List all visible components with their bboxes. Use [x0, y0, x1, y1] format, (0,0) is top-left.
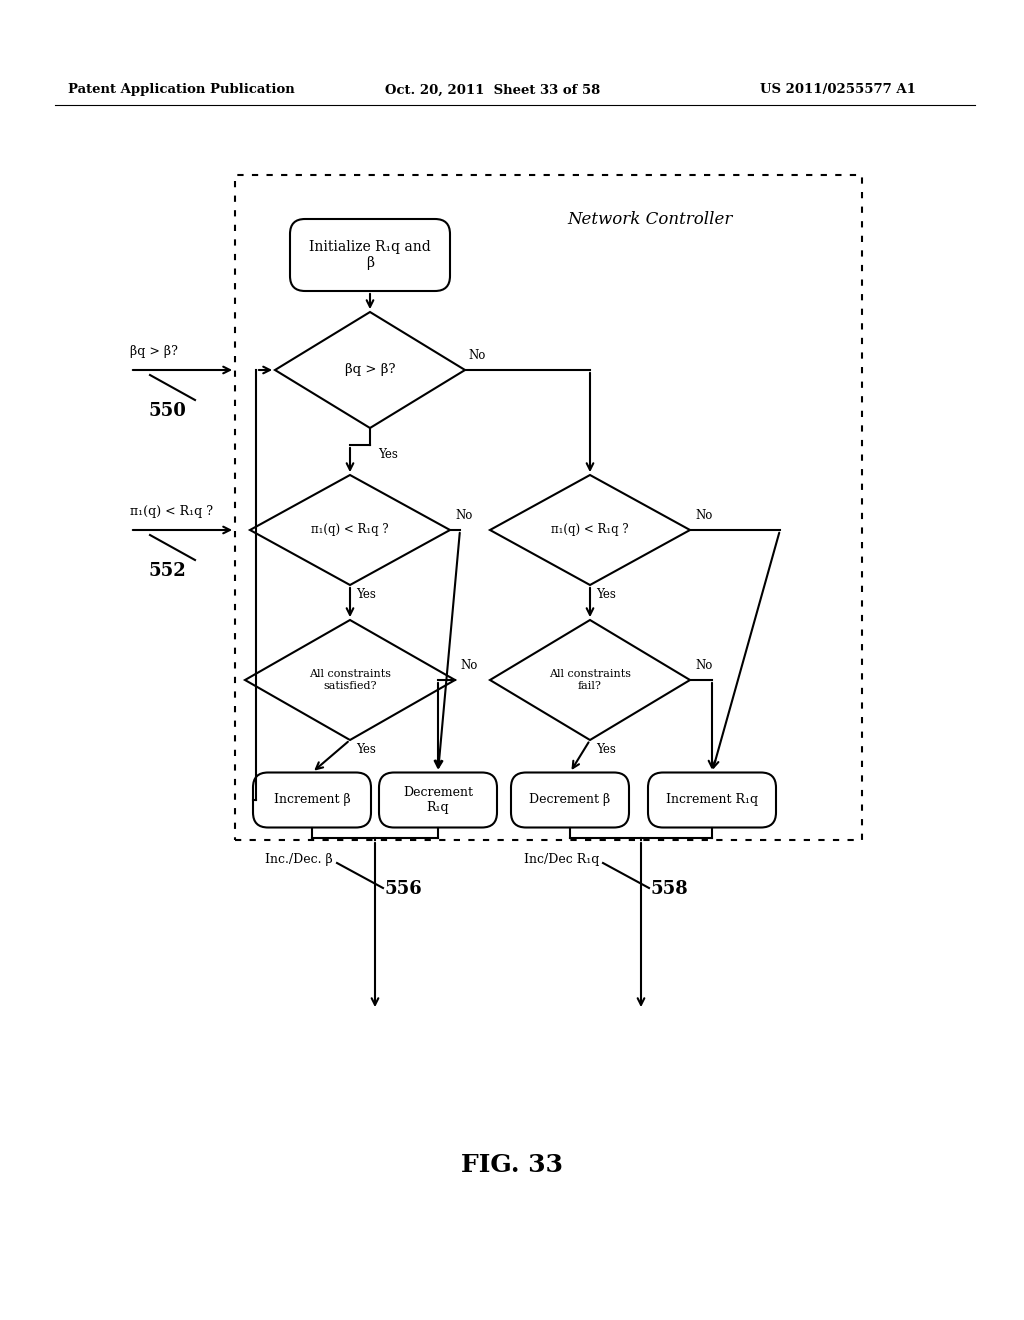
- FancyBboxPatch shape: [234, 176, 862, 840]
- Text: Increment R₁q: Increment R₁q: [666, 793, 758, 807]
- Polygon shape: [250, 475, 450, 585]
- Text: Yes: Yes: [378, 447, 398, 461]
- Text: No: No: [695, 510, 713, 521]
- Text: No: No: [460, 659, 477, 672]
- FancyBboxPatch shape: [290, 219, 450, 290]
- Text: All constraints
satisfied?: All constraints satisfied?: [309, 669, 391, 690]
- Polygon shape: [490, 475, 690, 585]
- FancyBboxPatch shape: [511, 772, 629, 828]
- Text: Decrement β: Decrement β: [529, 793, 610, 807]
- FancyBboxPatch shape: [379, 772, 497, 828]
- Text: βq > β?: βq > β?: [345, 363, 395, 376]
- Text: Network Controller: Network Controller: [567, 211, 733, 228]
- Text: 550: 550: [148, 403, 186, 420]
- Text: 552: 552: [148, 562, 185, 579]
- Text: 556: 556: [385, 880, 423, 898]
- FancyBboxPatch shape: [648, 772, 776, 828]
- Text: Yes: Yes: [596, 587, 615, 601]
- Text: No: No: [695, 659, 713, 672]
- Text: π₁(q) < R₁q ?: π₁(q) < R₁q ?: [551, 524, 629, 536]
- Text: Oct. 20, 2011  Sheet 33 of 58: Oct. 20, 2011 Sheet 33 of 58: [385, 83, 600, 96]
- Text: All constraints
fail?: All constraints fail?: [549, 669, 631, 690]
- FancyBboxPatch shape: [253, 772, 371, 828]
- Text: Inc/Dec R₁q: Inc/Dec R₁q: [523, 854, 599, 866]
- Text: βq > β?: βq > β?: [130, 345, 178, 358]
- Text: π₁(q) < R₁q ?: π₁(q) < R₁q ?: [130, 506, 213, 517]
- Text: Increment β: Increment β: [273, 793, 350, 807]
- Text: Yes: Yes: [356, 587, 376, 601]
- Text: Yes: Yes: [356, 743, 376, 756]
- Text: 558: 558: [651, 880, 689, 898]
- Text: Inc./Dec. β: Inc./Dec. β: [265, 854, 333, 866]
- Text: Yes: Yes: [596, 743, 615, 756]
- Text: π₁(q) < R₁q ?: π₁(q) < R₁q ?: [311, 524, 389, 536]
- Text: Initialize R₁q and
β: Initialize R₁q and β: [309, 240, 431, 271]
- Polygon shape: [275, 312, 465, 428]
- Text: Patent Application Publication: Patent Application Publication: [68, 83, 295, 96]
- Text: US 2011/0255577 A1: US 2011/0255577 A1: [760, 83, 915, 96]
- Polygon shape: [490, 620, 690, 741]
- Text: No: No: [455, 510, 472, 521]
- Polygon shape: [245, 620, 455, 741]
- Text: No: No: [468, 348, 485, 362]
- Text: FIG. 33: FIG. 33: [461, 1152, 563, 1177]
- Text: Decrement
R₁q: Decrement R₁q: [403, 785, 473, 814]
